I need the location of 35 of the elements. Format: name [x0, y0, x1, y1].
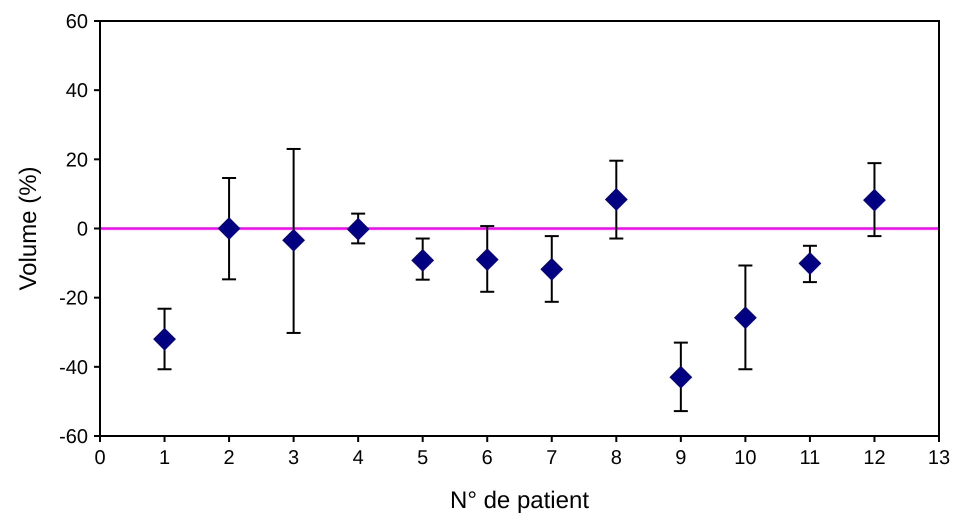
point: [411, 248, 434, 272]
x-tick-label: 11: [800, 447, 820, 469]
x-tick-label: 4: [352, 447, 364, 469]
x-tick-label: 5: [417, 447, 428, 469]
x-tick-label: 9: [675, 447, 686, 469]
y-tick-label: -40: [59, 356, 88, 379]
x-axis-title: N° de patient: [450, 487, 590, 514]
y-axis-title: Volume (%): [15, 166, 42, 291]
y-tick-label: -60: [59, 426, 88, 448]
x-tick-label: 7: [546, 447, 558, 469]
point: [153, 328, 176, 351]
y-tick-label: -20: [59, 288, 88, 310]
point: [218, 217, 240, 240]
x-tick-label: 10: [734, 447, 757, 469]
x-tick-label: 12: [863, 447, 886, 469]
point: [863, 188, 886, 212]
x-tick-label: 0: [94, 447, 106, 469]
x-tick-label: 2: [224, 447, 235, 469]
x-tick-label: 1: [158, 447, 170, 469]
x-tick-label: 6: [482, 447, 493, 469]
point: [734, 306, 757, 330]
x-tick-label: 8: [610, 447, 622, 469]
point: [669, 366, 692, 389]
point: [540, 258, 564, 281]
point: [476, 248, 499, 272]
y-tick-label: 60: [66, 11, 88, 33]
y-tick-label: 20: [66, 149, 88, 172]
point: [604, 188, 628, 211]
point: [798, 252, 822, 275]
x-tick-label: 13: [928, 447, 950, 469]
point: [282, 228, 306, 252]
y-tick-label: 0: [76, 218, 88, 240]
y-tick-label: 40: [66, 80, 88, 102]
point: [346, 218, 370, 241]
x-tick-label: 3: [288, 447, 300, 469]
